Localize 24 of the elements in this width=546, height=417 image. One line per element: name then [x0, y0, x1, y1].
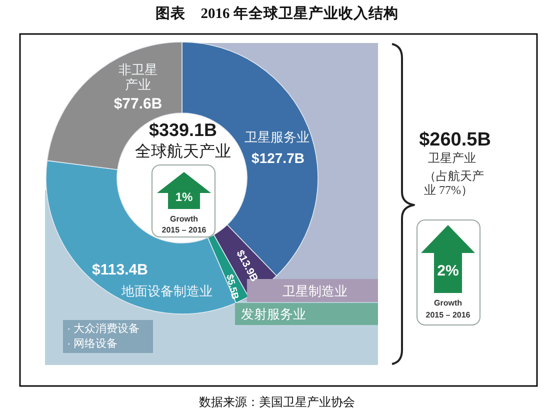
data-label: $77.6B [114, 96, 162, 112]
source-note: 数据来源：美国卫星产业协会 [199, 395, 355, 409]
data-label: $113.4B [92, 262, 148, 278]
text: Growth [170, 214, 198, 224]
text: $339.1B [148, 120, 218, 140]
slice-label: 卫星制造业 [282, 284, 348, 298]
text: 2015 – 2016 [426, 310, 471, 320]
text: 2% [437, 262, 459, 280]
slice-label: 卫星服务业 [244, 130, 310, 144]
text: 1% [175, 190, 193, 204]
text: Growth [434, 298, 462, 308]
text: $260.5B [419, 130, 491, 150]
slice-label: 发射服务业 [241, 306, 306, 322]
data-label: $127.7B [252, 150, 304, 166]
chart-title: 图表 2016 年全球卫星产业收入结构 [156, 5, 398, 22]
text: · 网络设备 [67, 338, 118, 350]
text: 全球航天产业 [135, 142, 231, 160]
text: 卫星产业 [428, 151, 476, 165]
data-label: $5.5B [224, 273, 240, 301]
text: · 大众消费设备 [67, 322, 140, 335]
slice-label: 非卫星产业 [118, 62, 158, 92]
text: 2015 – 2016 [162, 226, 207, 234]
slice-label: 地面设备制造业 [120, 284, 212, 298]
text: （占航天产业 77%） [424, 169, 485, 197]
